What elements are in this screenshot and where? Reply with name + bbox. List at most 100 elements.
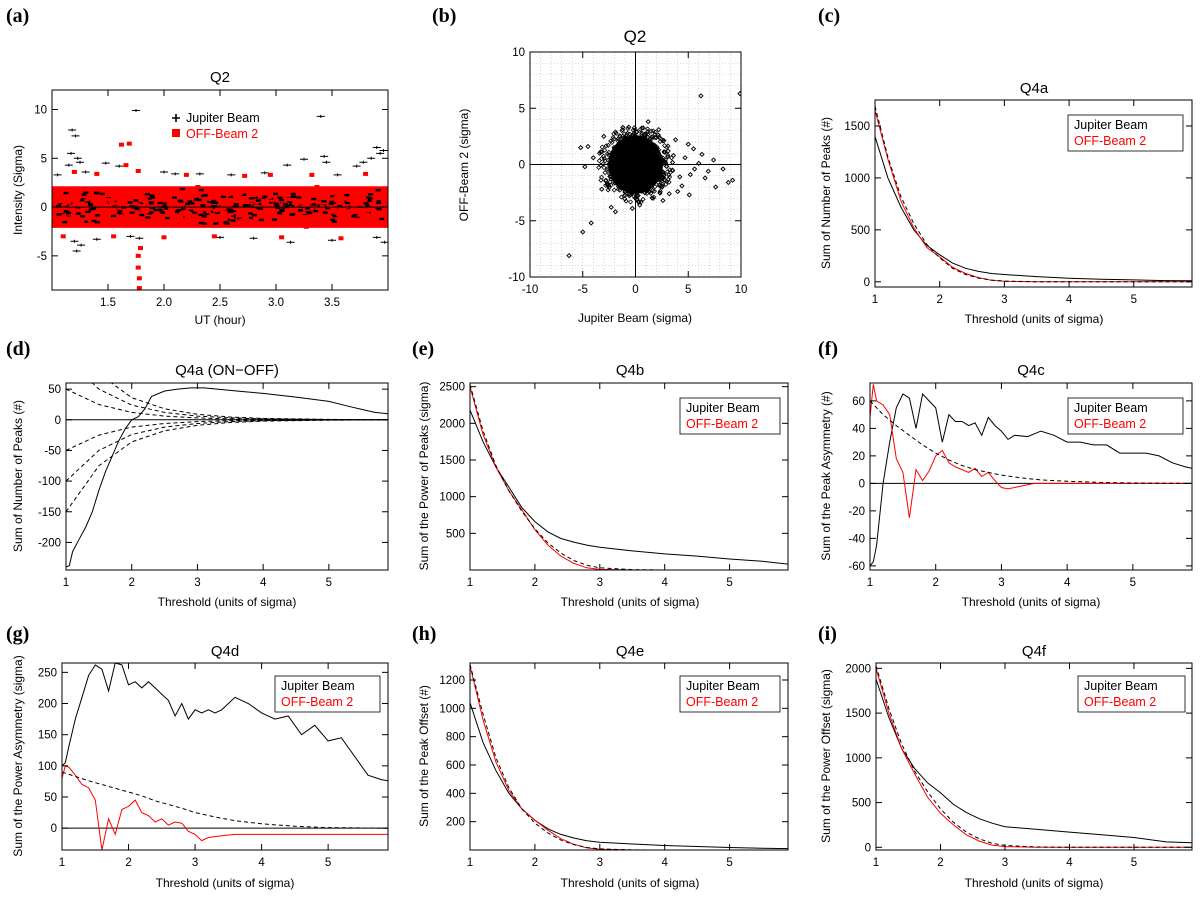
x-axis-label: Threshold (units of sigma) xyxy=(158,595,297,609)
data-point xyxy=(135,253,141,258)
band-marker xyxy=(103,202,109,205)
y-tick-label: 800 xyxy=(446,732,465,744)
y-tick-label: 200 xyxy=(446,817,465,829)
band-marker xyxy=(295,212,301,215)
band-marker xyxy=(221,207,227,210)
scatter-point xyxy=(601,133,607,140)
scatter-point xyxy=(661,149,667,155)
scatter-point xyxy=(652,177,658,183)
data-point xyxy=(126,141,132,146)
band-marker xyxy=(74,208,80,211)
band-marker xyxy=(188,209,194,212)
band-marker xyxy=(376,209,382,213)
series-off-beam-2 xyxy=(870,384,1192,518)
data-point xyxy=(338,236,344,241)
chart-title: Q4a xyxy=(1020,80,1049,97)
scatter-point xyxy=(618,140,624,146)
band-marker xyxy=(204,212,210,216)
band-marker xyxy=(240,208,246,211)
data-point xyxy=(328,238,336,242)
band-marker xyxy=(248,197,254,200)
y-tick-label: 0 xyxy=(51,823,57,835)
band-marker xyxy=(238,206,244,210)
band-marker xyxy=(117,199,123,202)
band-marker xyxy=(79,206,85,210)
scatter-point xyxy=(607,173,613,180)
data-point xyxy=(242,173,248,178)
scatter-point xyxy=(618,194,624,200)
band-marker xyxy=(206,204,212,207)
y-tick-label: 1000 xyxy=(845,753,871,765)
ticks: -10 -5 0 5 10 -10 -5 0 5 10 xyxy=(508,47,747,296)
band-marker xyxy=(113,211,119,214)
band-marker xyxy=(202,209,208,212)
scatter-point xyxy=(615,179,622,185)
series-expected xyxy=(876,665,1192,848)
scatter-point xyxy=(657,190,663,196)
scatter-point xyxy=(656,126,662,133)
legend-box xyxy=(679,397,781,435)
scatter-point xyxy=(612,209,619,215)
scatter-point xyxy=(652,142,658,148)
band-marker xyxy=(274,199,280,203)
series-line xyxy=(876,678,1192,844)
data-point xyxy=(183,172,189,177)
band-marker xyxy=(184,210,190,213)
band-marker xyxy=(208,218,214,222)
band-marker xyxy=(363,202,369,205)
band-marker xyxy=(139,213,145,217)
band-marker xyxy=(215,198,221,201)
x-tick-label: 3 xyxy=(1002,857,1008,869)
band-marker xyxy=(165,213,171,216)
y-tick-label: 10 xyxy=(512,47,525,59)
band-marker xyxy=(76,204,82,208)
band-marker xyxy=(227,204,233,207)
y-tick-label: 1500 xyxy=(439,455,465,467)
band-marker xyxy=(242,217,248,220)
band-marker xyxy=(311,197,317,201)
scatter-point xyxy=(614,145,620,151)
band-marker xyxy=(74,200,80,204)
data-point xyxy=(73,156,82,160)
band-marker xyxy=(63,191,69,195)
band-marker xyxy=(370,211,376,215)
scatter-point xyxy=(601,155,607,162)
band-marker xyxy=(311,200,317,204)
band-marker xyxy=(375,188,381,192)
y-axis-label: Sum of the Peak Offset (#) xyxy=(417,685,431,827)
data-point xyxy=(81,170,90,174)
band-marker xyxy=(309,207,315,211)
band-marker xyxy=(330,218,336,222)
series-expected xyxy=(62,771,388,829)
band-marker xyxy=(375,213,381,217)
y-tick-label: 1200 xyxy=(439,675,465,687)
scatter-point xyxy=(665,152,671,158)
band-marker xyxy=(320,208,326,212)
y-tick-label: 0 xyxy=(864,277,870,289)
band-marker xyxy=(360,198,366,201)
band-marker xyxy=(351,206,357,210)
data-point xyxy=(249,236,258,240)
band-marker xyxy=(198,221,204,225)
band-marker xyxy=(85,200,91,203)
band-marker xyxy=(153,204,159,207)
band-marker xyxy=(274,204,280,207)
y-tick-label: -40 xyxy=(848,533,865,545)
band-marker xyxy=(171,196,177,199)
band-marker xyxy=(277,213,283,216)
band-marker xyxy=(114,202,120,205)
band-marker xyxy=(204,206,210,209)
scatter-point xyxy=(611,187,617,193)
band-marker xyxy=(109,207,115,210)
band-marker xyxy=(358,207,364,210)
y-tick-label: 0 xyxy=(519,160,525,172)
series-line xyxy=(876,665,1192,848)
band-marker xyxy=(343,209,349,212)
band-marker xyxy=(252,193,258,197)
legend: Jupiter Beam OFF-Beam 2 xyxy=(274,675,381,713)
x-tick-label: 1 xyxy=(467,857,473,869)
band-marker xyxy=(298,200,304,204)
scatter-point xyxy=(588,220,594,226)
band-marker xyxy=(278,219,284,223)
band-marker xyxy=(66,211,72,215)
